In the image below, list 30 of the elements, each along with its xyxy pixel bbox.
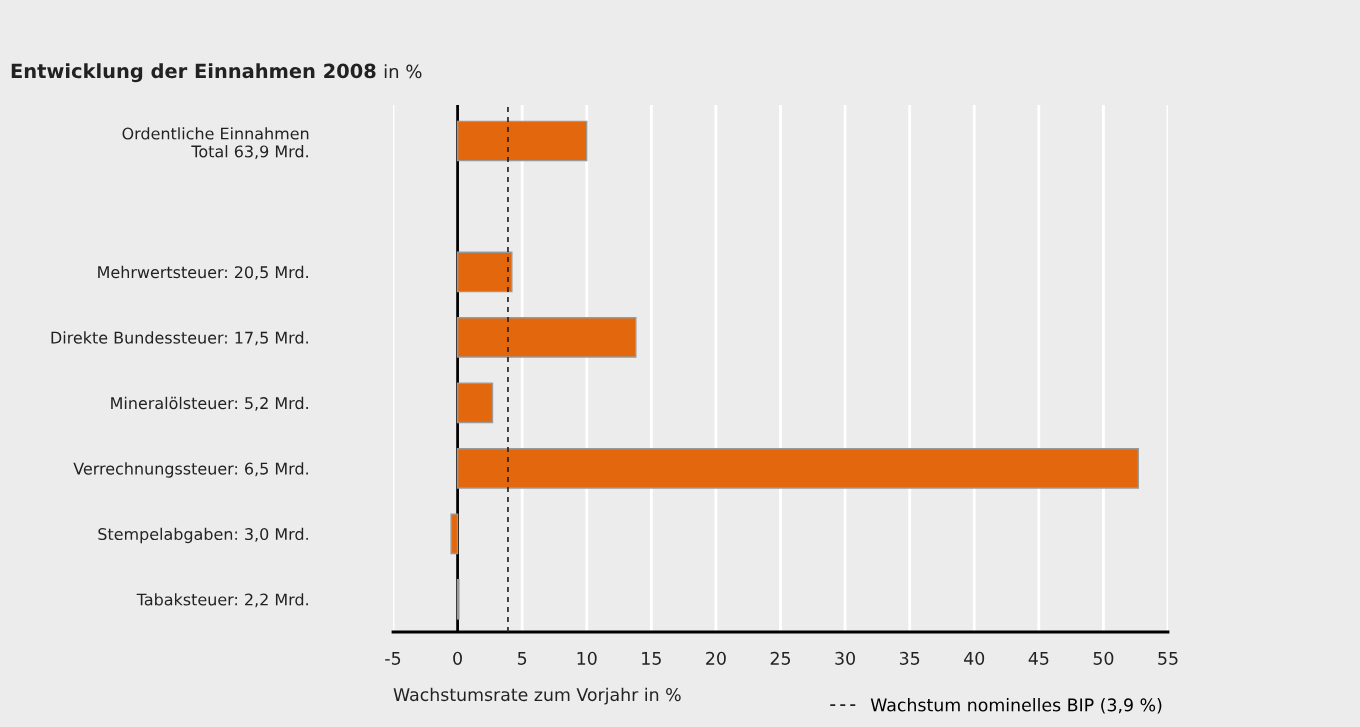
x-tick-label: 30 [835, 651, 855, 665]
x-tick-label: 0 [453, 651, 462, 665]
x-tick-label: 5 [517, 651, 527, 665]
chart-subtitle: in % [384, 64, 422, 79]
x-tick-label: -5 [385, 651, 401, 665]
x-axis-title: Wachstumsrate zum Vorjahr in % [393, 687, 681, 705]
text: Entwicklung der Einnahmen 2008 [11, 63, 376, 83]
x-tick-label: 15 [642, 651, 661, 665]
bar [456, 251, 513, 293]
bar [456, 448, 1139, 489]
x-tick-label: 10 [577, 651, 597, 665]
x-tick-label: 45 [1028, 651, 1049, 665]
x-tick-label: 55 [1158, 651, 1178, 665]
bar [456, 382, 494, 424]
bar [456, 120, 588, 162]
x-tick-label: 40 [964, 651, 985, 665]
x-tick-label: 35 [899, 651, 920, 665]
x-tick-label: 20 [706, 651, 726, 665]
y-tick-label: Direkte Bundessteuer: 17,5 Mrd. [51, 331, 308, 346]
y-tick-label: Stempelabgaben: 3,0 Mrd. [98, 527, 308, 544]
bar [450, 513, 459, 555]
x-tick-label: 25 [770, 651, 791, 665]
bar [456, 317, 637, 358]
y-tick-label: Verrechnungssteuer: 6,5 Mrd. [73, 462, 308, 478]
y-tick-label: Mehrwertsteuer: 20,5 Mrd. [98, 265, 308, 280]
legend-label: Wachstum nominelles BIP (3,9 %) [870, 698, 1162, 714]
y-tick-label: Tabaksteuer: 2,2 Mrd. [136, 593, 308, 608]
x-tick-label: 50 [1093, 651, 1114, 665]
y-tick-label: Mineralölsteuer: 5,2 Mrd. [111, 396, 308, 411]
y-tick-label: Ordentliche Einnahmen Total 63,9 Mrd. [122, 127, 309, 160]
